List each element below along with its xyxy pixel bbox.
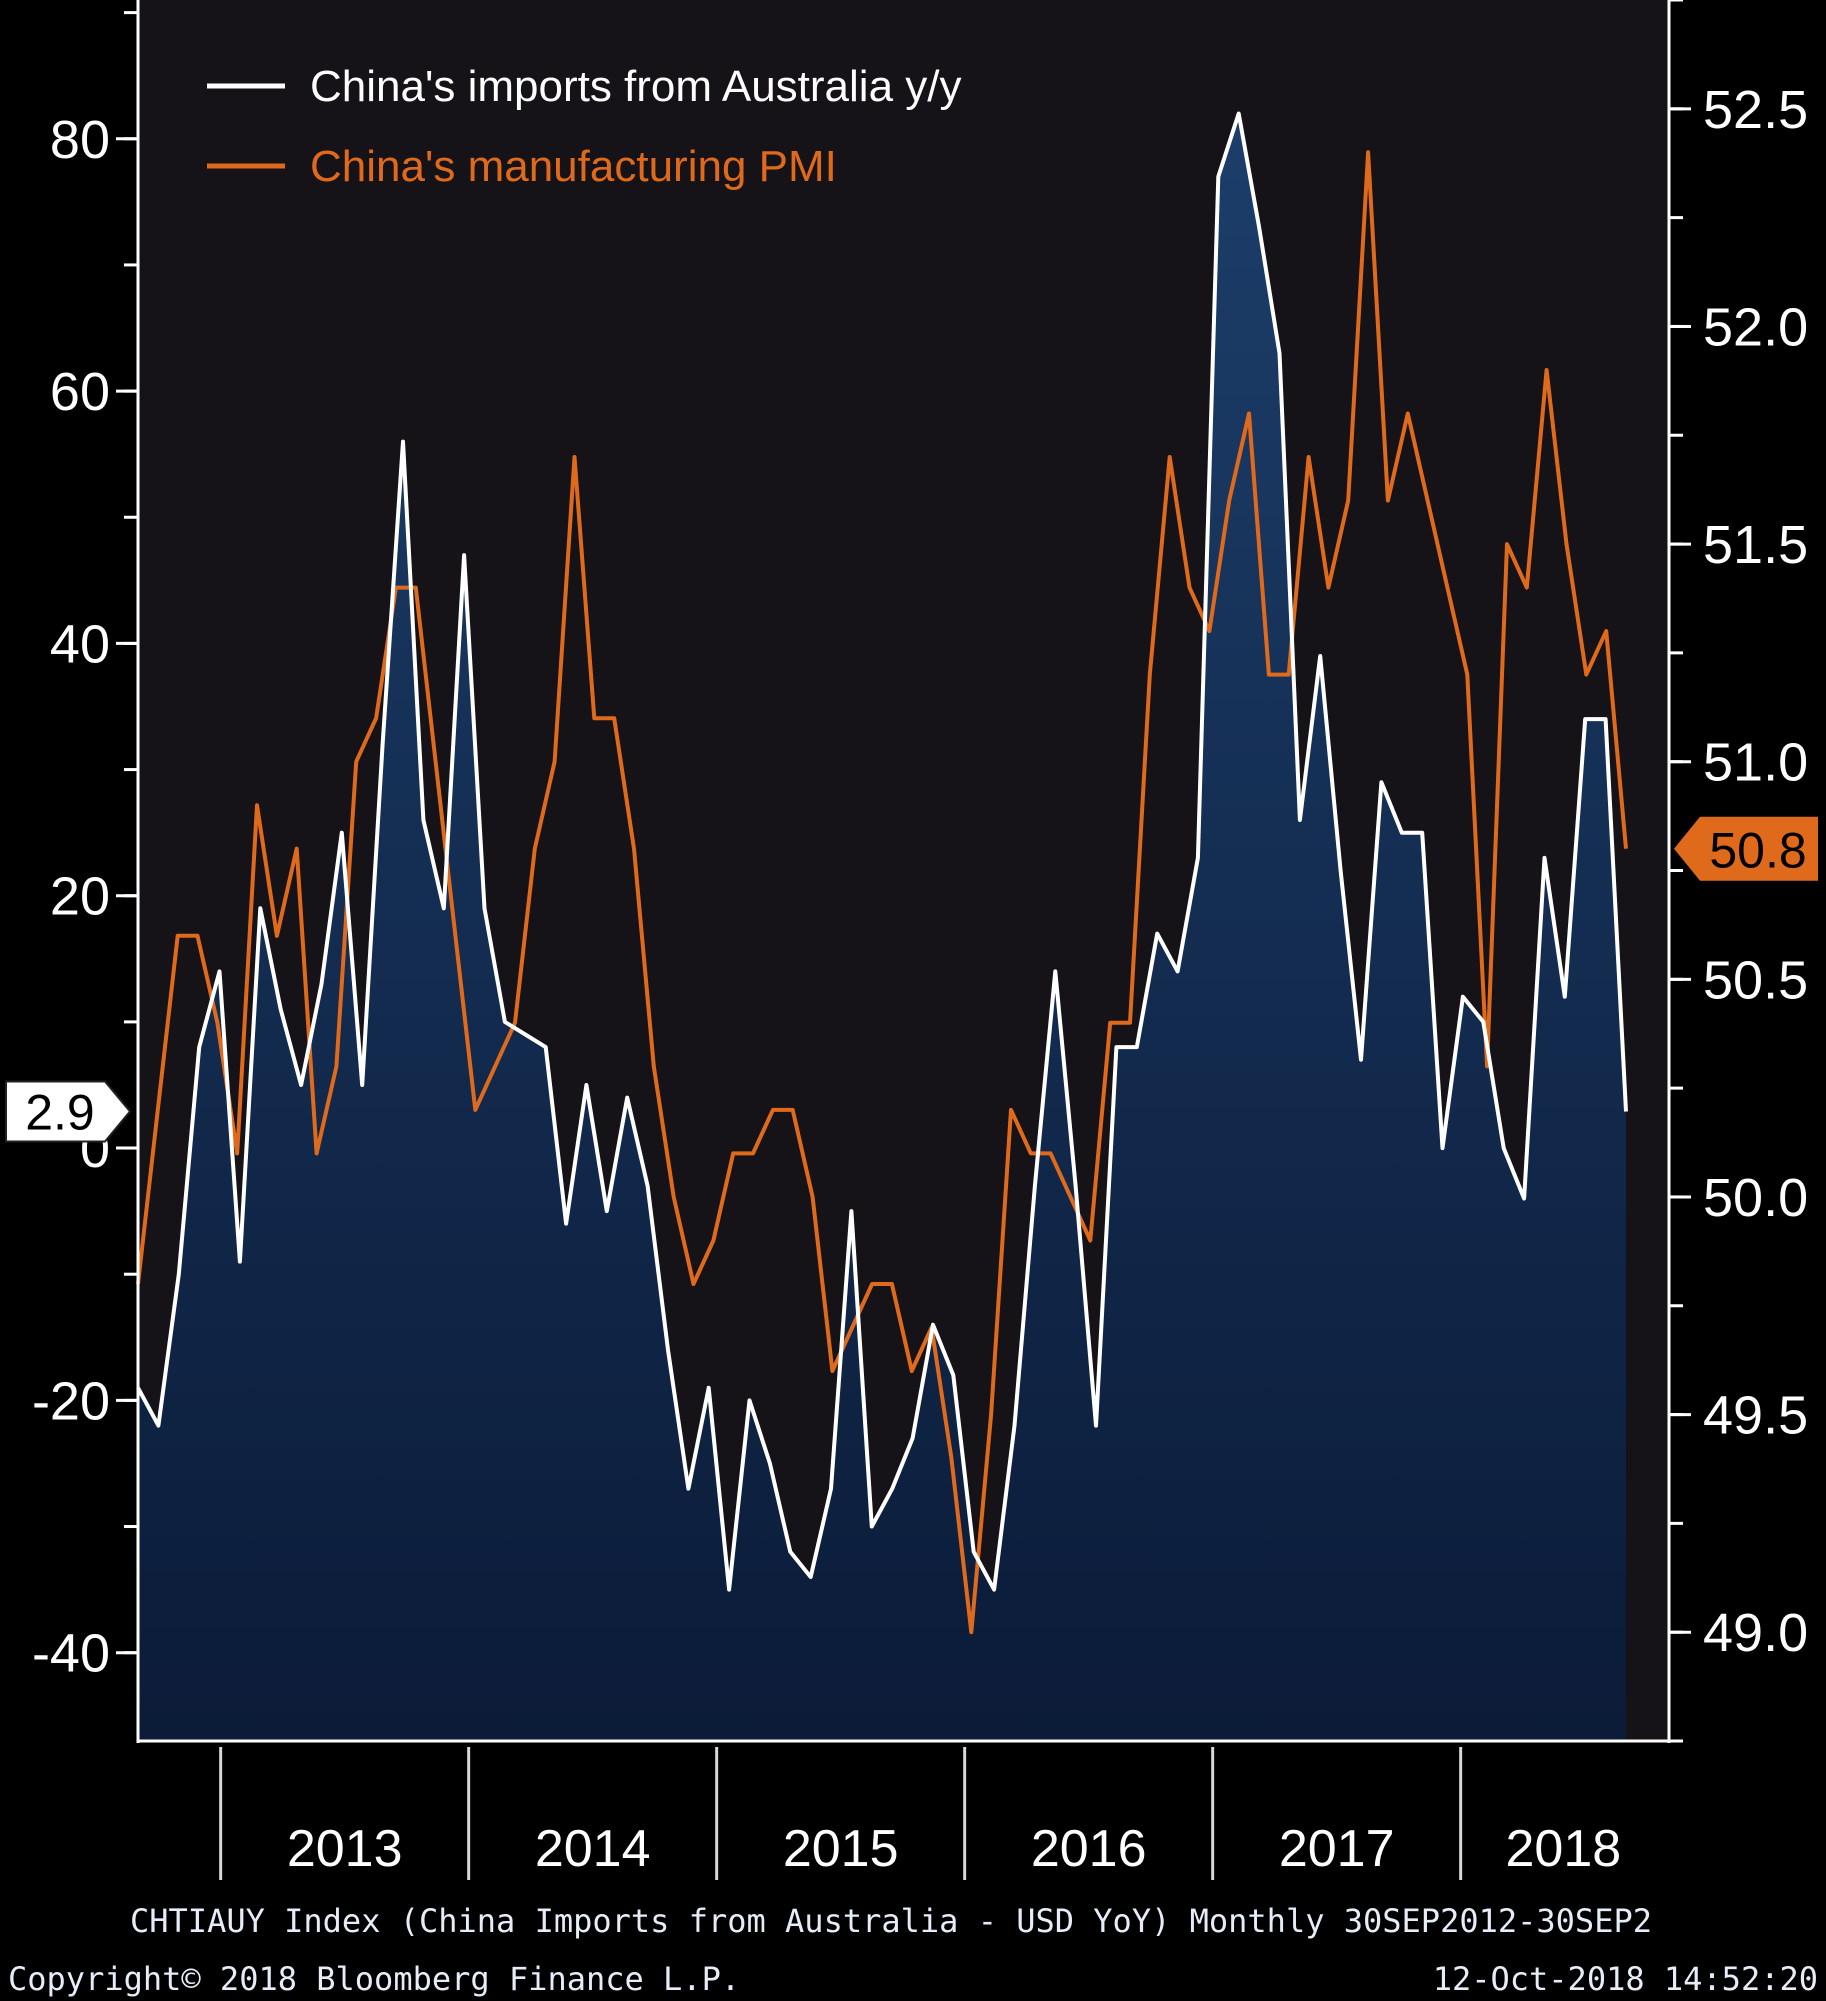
year-label-2016: 2016 [1031,1820,1147,1878]
year-label-2013: 2013 [287,1820,403,1878]
right-tick-label: 51.0 [1703,733,1808,793]
year-label-2017: 2017 [1279,1820,1395,1878]
imports-area [138,113,1626,1741]
left-tick-label: 20 [50,867,110,927]
pmi-line [136,150,1628,1635]
right-tick-label: 52.0 [1703,297,1808,357]
year-label-2015: 2015 [783,1820,899,1878]
right-tick-label: 49.0 [1703,1603,1808,1663]
right-tick-label: 49.5 [1703,1386,1808,1446]
left-tick-label: -40 [32,1624,110,1684]
last-value-left: 2.9 [25,1084,95,1140]
legend-pmi-label: China's manufacturing PMI [310,142,837,191]
left-tick-label: 80 [50,110,110,170]
legend-imports-label: China's imports from Australia y/y [310,62,962,111]
footer-copyright: Copyright© 2018 Bloomberg Finance L.P. [8,1960,740,1998]
year-label-2018: 2018 [1505,1820,1621,1878]
imports-line [136,111,1628,1592]
last-value-badge-right [1674,816,1818,881]
right-tick-label: 50.0 [1703,1168,1808,1228]
right-tick-label: 50.5 [1703,950,1808,1010]
right-tick-label: 52.5 [1703,80,1808,140]
last-value-right: 50.8 [1709,823,1806,879]
right-tick-label: 51.5 [1703,515,1808,575]
footer-timestamp: 12-Oct-2018 14:52:20 [1433,1960,1818,1998]
left-tick-label: -20 [32,1371,110,1431]
left-tick-label: 40 [50,614,110,674]
footer-description: CHTIAUY Index (China Imports from Austra… [130,1902,1652,1940]
left-tick-label: 60 [50,362,110,422]
last-value-badge-left [5,1080,132,1143]
year-label-2014: 2014 [535,1820,651,1878]
